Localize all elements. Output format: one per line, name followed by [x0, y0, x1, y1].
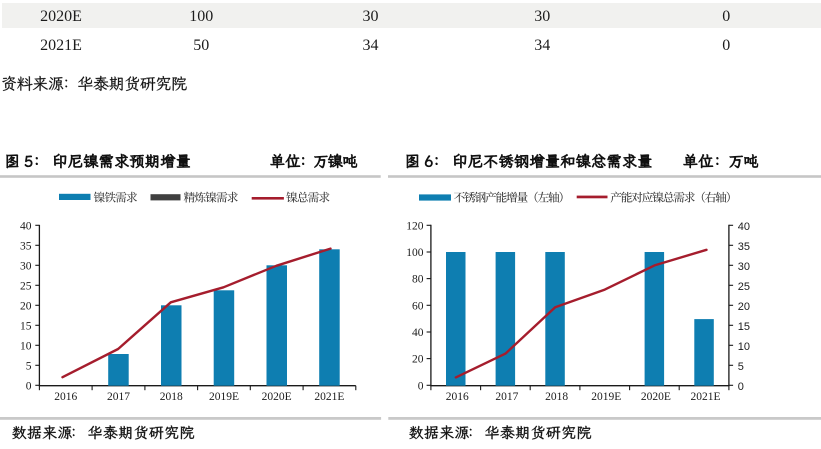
- svg-text:30: 30: [738, 261, 750, 273]
- svg-text:2020E: 2020E: [262, 391, 292, 403]
- svg-text:34: 34: [534, 37, 550, 54]
- svg-text:20: 20: [738, 301, 750, 313]
- svg-text:0: 0: [722, 37, 730, 54]
- svg-text:20: 20: [20, 300, 32, 312]
- svg-text:30: 30: [363, 8, 379, 25]
- svg-text:0: 0: [722, 8, 730, 25]
- svg-text:2017: 2017: [495, 391, 518, 403]
- svg-text:2020E: 2020E: [40, 8, 82, 25]
- svg-text:25: 25: [738, 281, 750, 293]
- svg-text:10: 10: [738, 341, 750, 353]
- svg-text:50: 50: [193, 37, 209, 54]
- svg-text:0: 0: [738, 381, 744, 393]
- svg-text:10: 10: [20, 340, 32, 352]
- svg-text:2016: 2016: [446, 391, 469, 403]
- svg-text:40: 40: [412, 327, 424, 339]
- svg-text:2017: 2017: [107, 391, 130, 403]
- svg-text:0: 0: [418, 380, 424, 392]
- svg-text:100: 100: [406, 247, 424, 259]
- svg-text:15: 15: [738, 321, 750, 333]
- svg-text:30: 30: [534, 8, 550, 25]
- svg-text:2019E: 2019E: [209, 391, 239, 403]
- svg-text:35: 35: [20, 240, 32, 252]
- svg-text:5: 5: [738, 361, 744, 373]
- svg-text:20: 20: [412, 354, 424, 366]
- svg-text:35: 35: [738, 241, 750, 253]
- svg-text:40: 40: [738, 221, 750, 233]
- svg-text:2018: 2018: [160, 391, 183, 403]
- svg-text:2020E: 2020E: [641, 391, 671, 403]
- svg-text:80: 80: [412, 274, 424, 286]
- svg-text:40: 40: [20, 220, 32, 232]
- svg-text:25: 25: [20, 280, 32, 292]
- svg-text:2021E: 2021E: [40, 37, 82, 54]
- svg-text:0: 0: [26, 380, 32, 392]
- svg-text:2019E: 2019E: [591, 391, 621, 403]
- svg-text:120: 120: [406, 220, 424, 232]
- svg-text:100: 100: [189, 8, 213, 25]
- svg-text:60: 60: [412, 300, 424, 312]
- svg-text:2018: 2018: [545, 391, 568, 403]
- svg-text:15: 15: [20, 320, 32, 332]
- svg-text:5: 5: [26, 360, 32, 372]
- svg-text:34: 34: [363, 37, 379, 54]
- svg-text:2016: 2016: [54, 391, 77, 403]
- svg-text:2021E: 2021E: [314, 391, 344, 403]
- svg-text:30: 30: [20, 260, 32, 272]
- svg-text:2021E: 2021E: [691, 391, 721, 403]
